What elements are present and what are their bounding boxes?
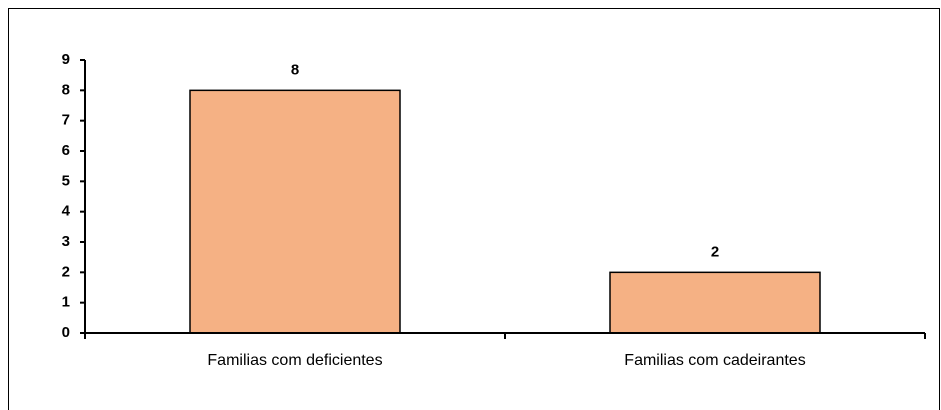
chart-frame [8, 8, 940, 410]
y-tick-label: 2 [62, 263, 70, 280]
y-tick-label: 4 [62, 203, 71, 220]
y-tick-label: 8 [62, 81, 70, 98]
y-tick-label: 0 [62, 324, 70, 341]
value-label: 2 [711, 243, 719, 260]
y-tick-label: 9 [62, 51, 70, 68]
value-label: 8 [291, 61, 299, 78]
x-tick-label: Familias com deficientes [207, 352, 382, 369]
y-tick-label: 7 [62, 112, 70, 129]
y-tick-label: 6 [62, 142, 70, 159]
y-tick-label: 1 [62, 294, 70, 311]
y-tick-label: 5 [62, 172, 70, 189]
y-tick-label: 3 [62, 233, 70, 250]
bar [609, 271, 821, 334]
bar [189, 89, 401, 334]
x-tick-label: Familias com cadeirantes [624, 352, 805, 369]
